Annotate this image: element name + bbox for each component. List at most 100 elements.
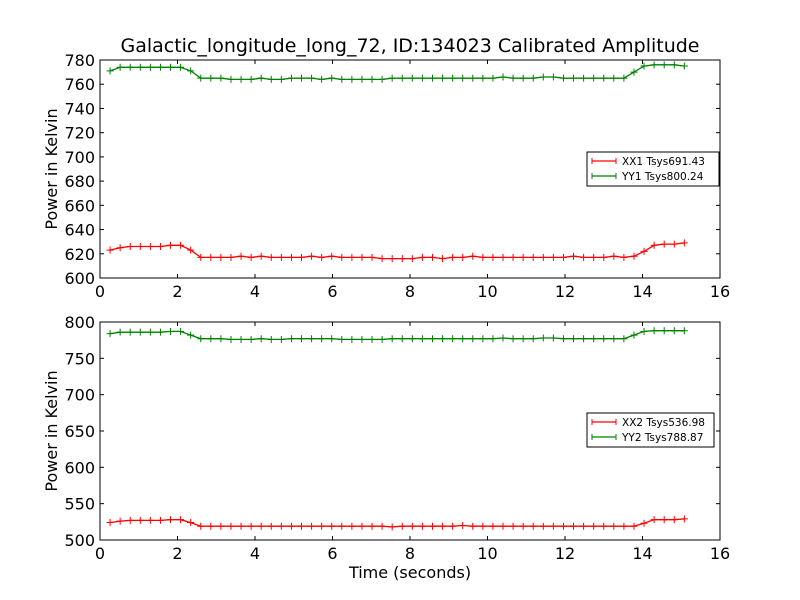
data-point	[298, 335, 305, 343]
data-point	[600, 253, 608, 261]
data-point	[398, 74, 406, 82]
data-point	[378, 255, 386, 263]
data-point	[348, 253, 356, 261]
chart-title: Galactic_longitude_long_72, ID:134023 Ca…	[121, 35, 700, 57]
data-point	[428, 253, 436, 261]
data-point	[267, 522, 275, 530]
data-point	[580, 74, 588, 82]
data-point	[328, 522, 336, 530]
x-tick-label: 10	[477, 282, 497, 301]
data-point	[650, 241, 658, 249]
x-axis-label: Time (seconds)	[348, 563, 471, 582]
data-point	[126, 328, 134, 336]
data-point	[388, 74, 396, 82]
x-tick-label: 4	[250, 544, 260, 563]
data-point	[237, 75, 245, 83]
data-point	[509, 335, 517, 343]
data-point	[479, 74, 487, 82]
data-point	[126, 243, 134, 251]
data-point	[227, 335, 235, 343]
data-point	[318, 335, 326, 343]
data-point	[358, 253, 366, 261]
data-point	[570, 252, 578, 260]
data-point	[207, 335, 215, 343]
x-tick-label: 4	[250, 282, 260, 301]
legend-label: YY2 Tsys788.87	[621, 432, 703, 444]
data-point	[449, 74, 457, 82]
data-point	[680, 327, 688, 335]
data-point	[680, 62, 688, 70]
data-point	[459, 335, 467, 343]
data-point	[167, 63, 175, 71]
data-point	[207, 74, 215, 82]
data-point	[529, 522, 537, 530]
data-point	[559, 253, 567, 261]
data-point	[499, 522, 507, 530]
data-point	[428, 335, 436, 343]
y-tick-label: 760	[64, 75, 95, 94]
data-point	[549, 253, 557, 261]
data-point	[388, 335, 396, 343]
legend: XX2 Tsys536.98 YY2 Tsys788.87	[586, 412, 715, 448]
data-point	[156, 516, 164, 524]
data-point	[146, 243, 154, 251]
data-point	[408, 255, 416, 263]
x-tick-label: 2	[172, 282, 182, 301]
data-point	[378, 335, 386, 343]
data-point	[469, 335, 477, 343]
data-point	[600, 522, 608, 530]
legend-label: XX1 Tsys691.43	[622, 156, 705, 168]
data-point	[459, 74, 467, 82]
y-tick-label: 500	[64, 531, 95, 550]
data-point	[439, 522, 447, 530]
data-point	[570, 335, 578, 343]
chart-panel-1: 0 2 4 6 8 10 12 14 16 600 620 640 660 680 700 720 740 760…	[42, 35, 730, 301]
data-point	[408, 335, 416, 343]
data-point	[479, 253, 487, 261]
x-tick-label: 6	[327, 544, 337, 563]
data-point	[660, 61, 668, 69]
legend-marker	[591, 419, 617, 425]
data-point	[338, 335, 346, 343]
data-point	[267, 335, 275, 343]
data-point	[590, 335, 598, 343]
data-point	[570, 74, 578, 82]
data-point	[620, 522, 628, 530]
data-point	[428, 74, 436, 82]
data-point	[398, 255, 406, 263]
data-point	[549, 73, 557, 81]
y-tick-label: 720	[64, 124, 95, 143]
data-point	[519, 253, 527, 261]
data-point	[670, 516, 678, 524]
data-point	[247, 522, 255, 530]
data-point	[418, 335, 426, 343]
data-point	[459, 253, 467, 261]
data-point	[187, 519, 195, 527]
data-point	[267, 253, 275, 261]
y-tick-label: 620	[64, 245, 95, 264]
data-point	[549, 334, 557, 342]
data-point	[207, 253, 215, 261]
data-point	[559, 74, 567, 82]
data-point	[529, 74, 537, 82]
data-point	[237, 252, 245, 260]
data-point	[318, 75, 326, 83]
data-point	[489, 522, 497, 530]
x-tick-label: 8	[405, 544, 415, 563]
data-point	[559, 335, 567, 343]
data-point	[237, 522, 245, 530]
data-point	[177, 516, 185, 524]
data-point	[308, 252, 316, 260]
data-point	[469, 74, 477, 82]
data-point	[630, 252, 638, 260]
data-point	[237, 335, 245, 343]
data-point	[277, 75, 285, 83]
data-point	[257, 522, 265, 530]
data-point	[620, 335, 628, 343]
data-point	[146, 328, 154, 336]
data-point	[308, 522, 316, 530]
data-point	[146, 516, 154, 524]
data-point	[489, 74, 497, 82]
data-point	[287, 335, 295, 343]
data-point	[187, 67, 195, 75]
